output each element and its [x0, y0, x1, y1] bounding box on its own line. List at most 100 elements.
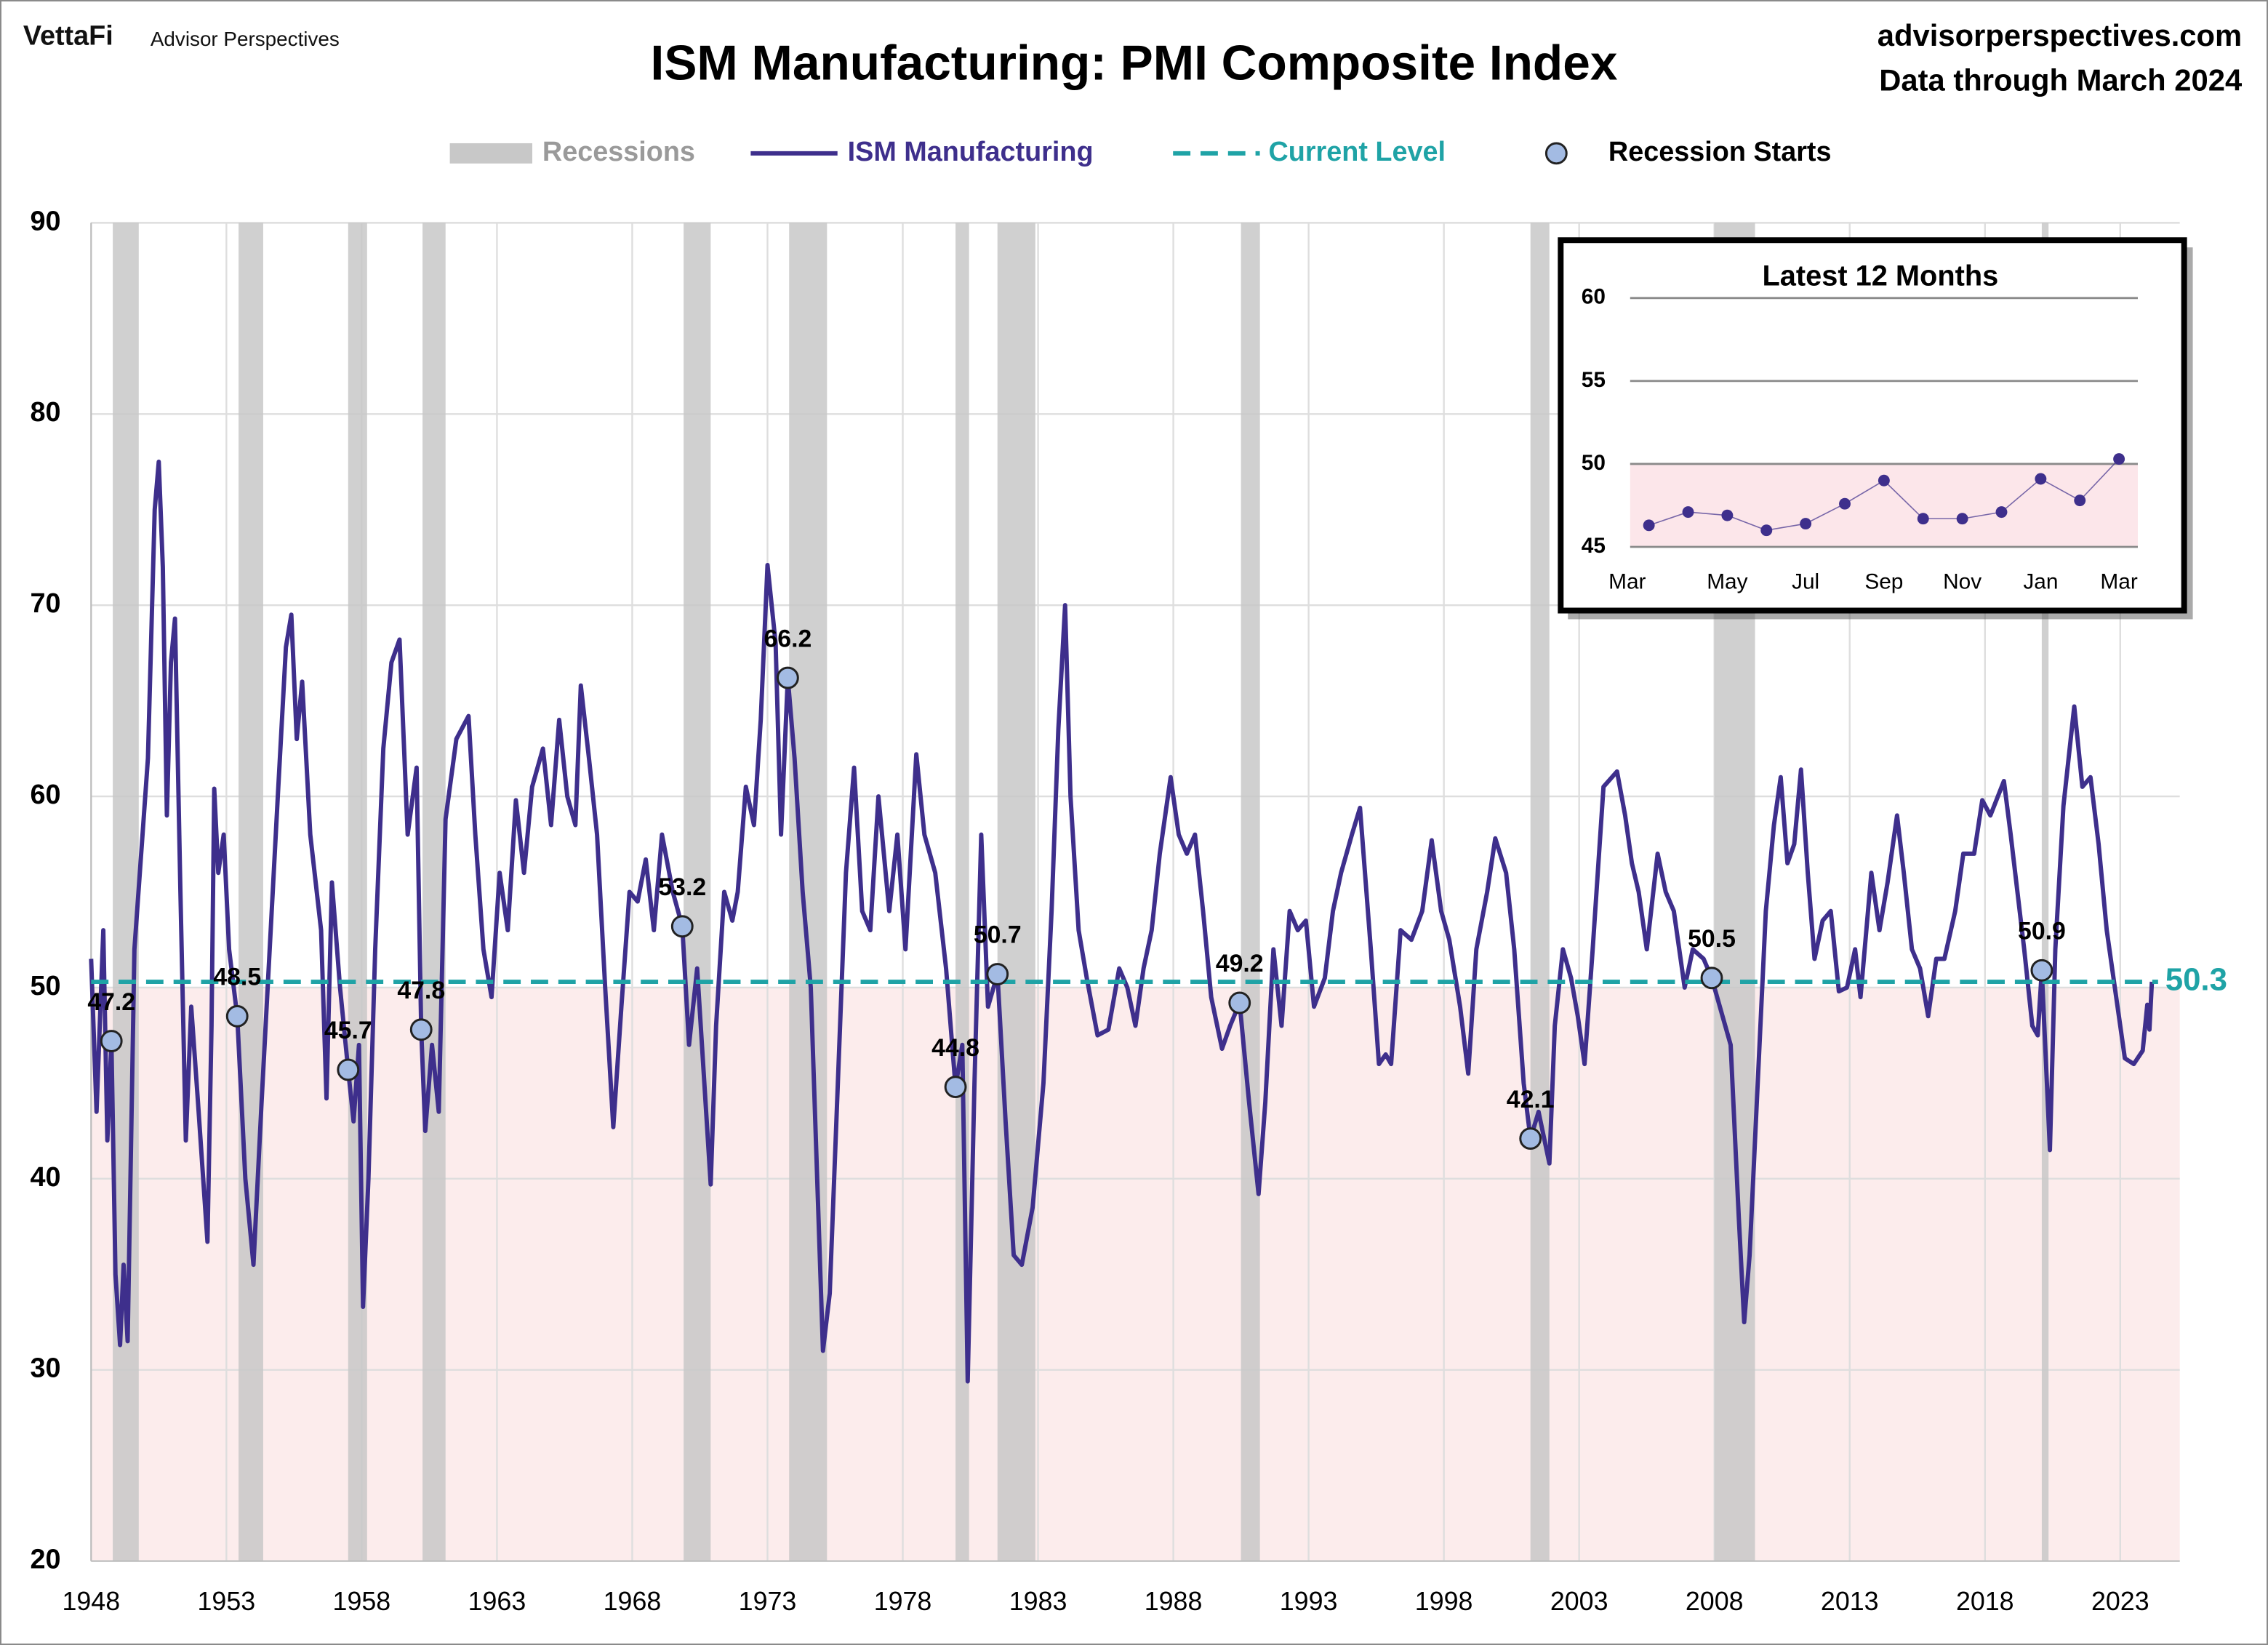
x-tick-label: 1983 [1009, 1587, 1067, 1616]
y-tick-label: 30 [31, 1353, 61, 1384]
data-label: 44.8 [931, 1034, 979, 1062]
legend-swatch [449, 143, 533, 164]
y-tick-label: 80 [31, 397, 61, 428]
x-tick-label: Mar [2100, 570, 2137, 594]
x-tick-label: Sep [1864, 570, 1903, 594]
y-tick-label: 60 [1582, 285, 1606, 309]
x-tick-label: 1988 [1145, 1587, 1203, 1616]
logo: VettaFi [23, 21, 113, 52]
x-tick-label: 1963 [468, 1587, 526, 1616]
inset-title: Latest 12 Months [1763, 260, 1999, 292]
data-label: 45.7 [324, 1017, 372, 1044]
x-tick-label: 2003 [1550, 1587, 1608, 1616]
reference-label: 50.3 [2165, 962, 2227, 998]
y-tick-label: 55 [1582, 368, 1606, 392]
recession-band [789, 223, 828, 1561]
x-tick-label: 1948 [62, 1587, 120, 1616]
recession-start-marker [409, 1018, 433, 1041]
x-tick-label: May [1707, 570, 1747, 594]
x-tick-label: 1973 [739, 1587, 797, 1616]
y-tick-label: 50 [1582, 451, 1606, 475]
x-tick-label: 1998 [1415, 1587, 1473, 1616]
data-point [1682, 506, 1694, 519]
recession-start-marker [776, 666, 799, 689]
x-tick-label: 1953 [198, 1587, 256, 1616]
y-tick-label: 40 [31, 1162, 61, 1193]
y-tick-label: 45 [1582, 534, 1606, 558]
data-label: 66.2 [764, 625, 812, 652]
recession-start-marker [2030, 958, 2053, 982]
recession-band [2041, 223, 2049, 1561]
website: advisorperspectives.com [1878, 18, 2242, 52]
recession-band [348, 223, 367, 1561]
data-point [1878, 474, 1890, 487]
data-point [1956, 513, 1968, 525]
data-point [1800, 518, 1812, 530]
x-tick-label: Nov [1943, 570, 1982, 594]
legend-label: ISM Manufacturing [848, 137, 1094, 167]
recession-band [684, 223, 711, 1561]
x-tick-label: 2013 [1821, 1587, 1879, 1616]
recession-start-marker [337, 1058, 360, 1081]
data-label: 47.2 [87, 988, 135, 1016]
data-label: 53.2 [658, 873, 706, 901]
recession-start-marker [670, 915, 694, 938]
recession-start-marker [100, 1030, 123, 1052]
data-label: 48.5 [213, 964, 261, 991]
recession-start-marker [1519, 1127, 1542, 1150]
data-point [1760, 524, 1773, 537]
data-label: 49.2 [1216, 950, 1264, 977]
inset-chart: Latest 12 Months 45 50 55 60 Mar May Jul Sep Nov… [1558, 237, 2193, 620]
recession-band [997, 223, 1035, 1561]
legend-label: Recession Starts [1608, 137, 1832, 167]
recession-band [239, 223, 263, 1561]
data-label: 50.9 [2018, 917, 2066, 945]
legend-label: Recessions [542, 137, 695, 167]
x-tick-label: 2023 [2091, 1587, 2149, 1616]
publisher: Advisor Perspectives [151, 28, 340, 50]
data-point [1995, 506, 2008, 519]
data-point [2035, 473, 2047, 485]
y-tick-label: 20 [31, 1545, 61, 1575]
recession-start-marker [986, 963, 1009, 985]
y-tick-label: 70 [31, 588, 61, 619]
inset-box [1558, 237, 2187, 614]
chart-title: ISM Manufacturing: PMI Composite Index [651, 36, 1618, 90]
x-tick-label: Jan [2023, 570, 2058, 594]
recession-band [113, 223, 139, 1561]
recession-start-marker [1700, 966, 1723, 990]
series-line [89, 460, 2155, 1384]
x-tick-label: 2008 [1686, 1587, 1744, 1616]
x-tick-label: 1968 [604, 1587, 662, 1616]
recession-start-marker [1228, 991, 1251, 1014]
data-point [1721, 509, 1734, 521]
recession-start-marker [225, 1004, 249, 1028]
x-tick-label: 1978 [874, 1587, 932, 1616]
data-note: Data through March 2024 [1879, 63, 2242, 97]
recession-start-marker [944, 1076, 967, 1099]
data-point [2113, 453, 2125, 465]
data-point [1839, 497, 1851, 510]
x-tick-label: Mar [1608, 570, 1646, 594]
data-label: 42.1 [1507, 1086, 1555, 1113]
data-point [2074, 495, 2086, 507]
data-label: 50.7 [974, 921, 1022, 949]
x-tick-label: 2018 [1956, 1587, 2014, 1616]
data-point [1917, 513, 1929, 525]
x-tick-label: 1958 [333, 1587, 391, 1616]
legend-label: Current Level [1268, 137, 1446, 167]
x-tick-label: 1993 [1280, 1587, 1338, 1616]
recession-band [1530, 223, 1550, 1561]
recession-band [1241, 223, 1260, 1561]
x-tick-label: Jul [1792, 570, 1819, 594]
data-point [1643, 519, 1655, 532]
data-label: 47.8 [397, 977, 445, 1004]
y-tick-label: 90 [31, 206, 61, 236]
legend-swatch [1544, 142, 1568, 165]
y-tick-label: 60 [31, 780, 61, 810]
y-tick-label: 50 [31, 971, 61, 1001]
contraction-zone [91, 987, 2180, 1561]
data-label: 50.5 [1688, 925, 1736, 953]
